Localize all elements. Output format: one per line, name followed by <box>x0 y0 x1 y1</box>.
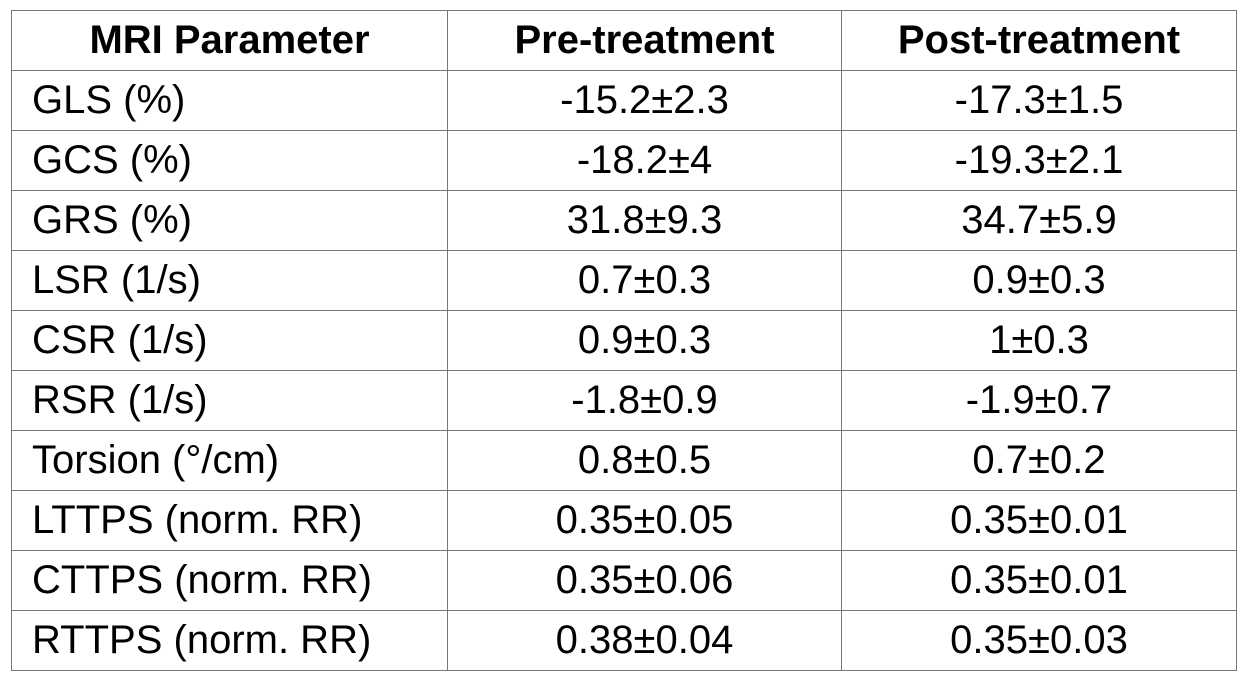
row-label: GCS (%) <box>11 130 448 191</box>
table-cell: -17.3±1.5 <box>841 70 1237 131</box>
header-cell: Pre-treatment <box>447 10 842 71</box>
table-row: RSR (1/s) -1.8±0.9 -1.9±0.7 <box>11 370 1237 431</box>
table-cell: 0.9±0.3 <box>841 250 1237 311</box>
table-cell: 0.35±0.05 <box>447 490 842 551</box>
table-row: GLS (%) -15.2±2.3 -17.3±1.5 <box>11 70 1237 131</box>
row-label: RSR (1/s) <box>11 370 448 431</box>
row-label: LSR (1/s) <box>11 250 448 311</box>
table-cell: -19.3±2.1 <box>841 130 1237 191</box>
table-row: CSR (1/s) 0.9±0.3 1±0.3 <box>11 310 1237 371</box>
table-row: CTTPS (norm. RR) 0.35±0.06 0.35±0.01 <box>11 550 1237 611</box>
table-cell: -1.8±0.9 <box>447 370 842 431</box>
row-label: LTTPS (norm. RR) <box>11 490 448 551</box>
table-row: LTTPS (norm. RR) 0.35±0.05 0.35±0.01 <box>11 490 1237 551</box>
row-label: GLS (%) <box>11 70 448 131</box>
table-row: GCS (%) -18.2±4 -19.3±2.1 <box>11 130 1237 191</box>
table-body: GLS (%) -15.2±2.3 -17.3±1.5 GCS (%) -18.2±4-… <box>11 70 1237 671</box>
header-cell: MRI Parameter <box>11 10 448 71</box>
table-row: GRS (%) 31.8±9.3 34.7±5.9 <box>11 190 1237 251</box>
table-row: RTTPS (norm. RR) 0.38±0.04 0.35±0.03 <box>11 610 1237 671</box>
header-row: MRI Parameter Pre-treatment Post-treatment <box>11 10 1237 71</box>
table-cell: 0.7±0.2 <box>841 430 1237 491</box>
table-cell: 0.35±0.03 <box>841 610 1237 671</box>
table-cell: 0.8±0.5 <box>447 430 842 491</box>
row-label: CTTPS (norm. RR) <box>11 550 448 611</box>
table-cell: 0.7±0.3 <box>447 250 842 311</box>
row-label: GRS (%) <box>11 190 448 251</box>
data-table: MRI Parameter Pre-treatment Post-treatment… <box>11 10 1237 671</box>
table-row: Torsion (°/cm) 0.8±0.5 0.7±0.2 <box>11 430 1237 491</box>
table-cell: -18.2±4 <box>447 130 842 191</box>
table-row: LSR (1/s) 0.7±0.3 0.9±0.3 <box>11 250 1237 311</box>
table-cell: -1.9±0.7 <box>841 370 1237 431</box>
table-cell: 1±0.3 <box>841 310 1237 371</box>
table-cell: 0.9±0.3 <box>447 310 842 371</box>
table-cell: 0.35±0.01 <box>841 490 1237 551</box>
table-cell: 0.38±0.04 <box>447 610 842 671</box>
table-cell: 31.8±9.3 <box>447 190 842 251</box>
table-cell: -15.2±2.3 <box>447 70 842 131</box>
header-cell: Post-treatment <box>841 10 1237 71</box>
table-cell: 34.7±5.9 <box>841 190 1237 251</box>
row-label: CSR (1/s) <box>11 310 448 371</box>
row-label: RTTPS (norm. RR) <box>11 610 448 671</box>
table-cell: 0.35±0.06 <box>447 550 842 611</box>
table-cell: 0.35±0.01 <box>841 550 1237 611</box>
row-label: Torsion (°/cm) <box>11 430 448 491</box>
